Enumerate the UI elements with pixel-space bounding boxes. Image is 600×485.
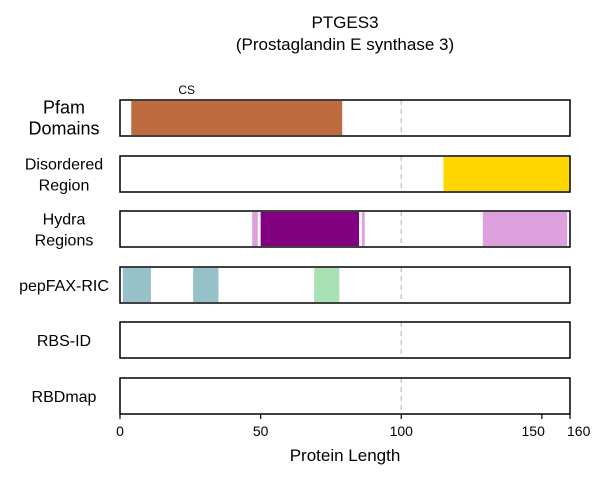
segment-bar: [193, 268, 219, 302]
track-label: RBS-ID: [37, 333, 91, 350]
track-label: pepFAX-RIC: [19, 278, 109, 295]
track-label: Region: [39, 178, 90, 195]
chart-title: PTGES3: [311, 13, 378, 32]
track-label: Hydra: [43, 212, 86, 229]
track-border: [119, 99, 571, 137]
x-tick-label: 100: [390, 423, 414, 439]
x-axis-label: Protein Length: [290, 446, 401, 465]
track-border: [119, 210, 571, 248]
track-2: Hydra Regions: [35, 210, 571, 250]
chart-subtitle: (Prostaglandin E synthase 3): [236, 35, 454, 54]
track-label: Regions: [35, 233, 94, 250]
segment-bar: [131, 101, 343, 135]
track-border: [119, 321, 571, 359]
track-background: [120, 267, 570, 303]
x-tick-label: 50: [253, 423, 269, 439]
x-tick-label: 150: [522, 423, 546, 439]
x-tick-label: 0: [116, 423, 124, 439]
segment-bar: [122, 268, 151, 302]
track-background: [120, 378, 570, 414]
segment-bar: [443, 157, 570, 191]
track-label: RBDmap: [32, 389, 97, 406]
x-axis: 0 50 100 150 160: [116, 414, 591, 439]
track-border: [119, 266, 571, 304]
track-label: Disordered: [25, 157, 103, 174]
track-background: [120, 322, 570, 358]
segment-label: CS: [178, 83, 195, 97]
track-border: [119, 377, 571, 415]
track-label: Domains: [28, 119, 99, 139]
track-4: RBS-ID: [37, 321, 571, 359]
segment-bar: [314, 268, 340, 302]
track-border: [119, 155, 571, 193]
track-5: RBDmap: [32, 377, 571, 415]
track-1: Disordered Region: [25, 155, 571, 195]
x-tick-label: 160: [567, 423, 591, 439]
segment-bar: [361, 212, 365, 246]
track-label: Pfam: [43, 98, 85, 118]
segment-bar: [482, 212, 568, 246]
track-3: pepFAX-RIC: [19, 266, 571, 304]
segment-bar: [252, 212, 258, 246]
segment-bar: [260, 212, 360, 246]
